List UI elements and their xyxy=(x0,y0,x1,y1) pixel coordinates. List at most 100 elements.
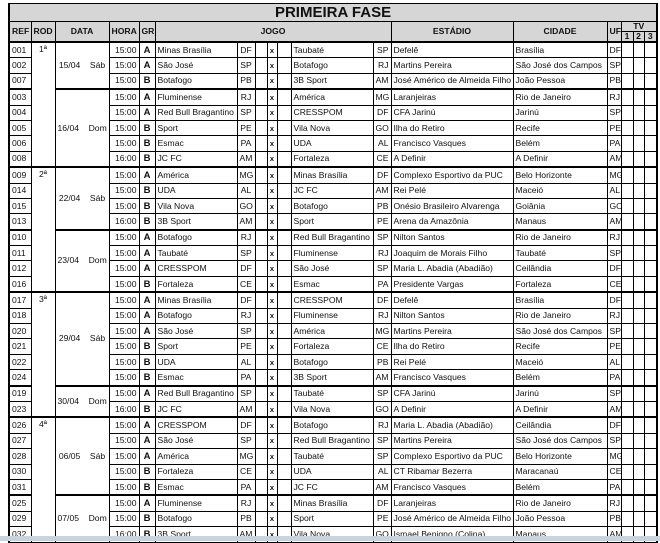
away-score-cell xyxy=(276,135,292,152)
tv3-cell xyxy=(643,400,659,418)
tv1-cell xyxy=(620,119,634,137)
away-uf-cell: AM xyxy=(372,478,392,496)
away-uf-cell: PB xyxy=(372,197,392,215)
tv3-cell xyxy=(643,228,659,247)
group-cell: B xyxy=(138,510,156,528)
home-score-cell xyxy=(254,213,268,231)
tv2-cell xyxy=(632,275,645,293)
stadium-cell: Rei Pelé xyxy=(390,182,514,199)
game-row: 009 2ª 22/04 Sáb 15:00 A América MG x Minas Bras… xyxy=(8,166,659,293)
away-uf-cell: GO xyxy=(372,119,392,137)
tv2-cell xyxy=(632,494,645,512)
away-score-cell xyxy=(276,88,292,106)
time-cell: 15:00 xyxy=(108,228,140,247)
city-cell: João Pessoa xyxy=(512,510,608,528)
away-team-cell: Vila Nova xyxy=(290,400,374,418)
away-uf-cell: SP xyxy=(372,260,392,277)
tv1-cell xyxy=(620,323,634,340)
round-cell: 3ª xyxy=(30,291,56,418)
window-bottom-edge xyxy=(0,536,660,541)
home-score-cell xyxy=(254,182,268,199)
away-score-cell xyxy=(276,494,292,512)
tv2-cell xyxy=(632,510,645,528)
versus-cell: x xyxy=(266,197,278,215)
uf-cell: RJ xyxy=(606,307,622,325)
home-team-cell: Botafogo xyxy=(154,72,238,90)
header-jogo: JOGO xyxy=(154,21,392,43)
date-cell: 06/05 Sáb xyxy=(54,416,110,496)
away-team-cell: JC FC xyxy=(290,182,374,199)
away-team-cell: JC FC xyxy=(290,478,374,496)
away-team-cell: Taubaté xyxy=(290,41,374,59)
home-score-cell xyxy=(254,72,268,90)
home-team-cell: Botafogo xyxy=(154,510,238,528)
game-row: 019 30/04 Dom 15:00 A Red Bull Bragantino SP x… xyxy=(8,384,659,418)
uf-cell: CE xyxy=(606,463,622,480)
uf-cell: AL xyxy=(606,353,622,371)
home-uf-cell: SP xyxy=(236,104,256,121)
away-uf-cell: GO xyxy=(372,400,392,418)
time-cell: 15:00 xyxy=(108,353,140,371)
uf-cell: AM xyxy=(606,213,622,231)
ref-cell: 002 xyxy=(8,57,32,74)
header-ref: REF xyxy=(8,21,32,43)
home-team-cell: Esmac xyxy=(154,135,238,152)
tv3-cell xyxy=(643,323,659,340)
home-team-cell: Sport xyxy=(154,338,238,355)
versus-cell: x xyxy=(266,478,278,496)
home-team-cell: JC FC xyxy=(154,150,238,168)
game-row: 018 15:00 A Botafogo RJ x Fluminense RJ Nilton S… xyxy=(8,307,659,325)
tv3-cell xyxy=(643,41,659,59)
header-rod: ROD xyxy=(30,21,56,43)
uf-cell: GO xyxy=(606,197,622,215)
uf-cell: AM xyxy=(606,400,622,418)
home-score-cell xyxy=(254,510,268,528)
time-cell: 15:00 xyxy=(108,41,140,59)
home-score-cell xyxy=(254,150,268,168)
ref-cell: 009 xyxy=(8,166,32,184)
stadium-cell: Laranjeiras xyxy=(390,88,514,106)
tv3-cell xyxy=(643,57,659,74)
time-cell: 15:00 xyxy=(108,369,140,387)
home-score-cell xyxy=(254,416,268,434)
home-score-cell xyxy=(254,338,268,355)
versus-cell: x xyxy=(266,166,278,184)
tv2-cell xyxy=(632,166,645,184)
home-uf-cell: AM xyxy=(236,213,256,231)
time-cell: 15:00 xyxy=(108,119,140,137)
tv1-cell xyxy=(620,166,634,184)
away-team-cell: 3B Sport xyxy=(290,72,374,90)
group-cell: B xyxy=(138,119,156,137)
group-cell: A xyxy=(138,57,156,74)
uf-cell: SP xyxy=(606,104,622,121)
uf-cell: SP xyxy=(606,384,622,402)
game-row: 004 15:00 A Red Bull Bragantino SP x CRESSPOM D… xyxy=(8,104,659,121)
home-uf-cell: SP xyxy=(236,323,256,340)
header-uf: UF xyxy=(606,21,622,43)
home-score-cell xyxy=(254,104,268,121)
round-cell: 2ª xyxy=(30,166,56,293)
away-uf-cell: DF xyxy=(372,291,392,309)
away-uf-cell: DF xyxy=(372,104,392,121)
tv3-cell xyxy=(643,275,659,293)
city-cell: Ceilândia xyxy=(512,416,608,434)
away-team-cell: UDA xyxy=(290,463,374,480)
date-cell: 16/04 Dom xyxy=(54,88,110,168)
stadium-cell: Defelê xyxy=(390,291,514,309)
game-row: 028 15:00 A América MG x Taubaté SP Complexo Esp… xyxy=(8,448,659,465)
home-team-cell: Sport xyxy=(154,119,238,137)
group-cell: A xyxy=(138,41,156,59)
game-row: 030 15:00 B Fortaleza CE x UDA AL CT Ribamar Bez… xyxy=(8,463,659,480)
away-score-cell xyxy=(276,41,292,59)
versus-cell: x xyxy=(266,213,278,231)
tv2-cell xyxy=(632,150,645,168)
ref-cell: 019 xyxy=(8,384,32,402)
stadium-cell: CFA Jarinú xyxy=(390,384,514,402)
uf-cell: PE xyxy=(606,338,622,355)
city-cell: Belo Horizonte xyxy=(512,166,608,184)
away-score-cell xyxy=(276,245,292,262)
home-uf-cell: PA xyxy=(236,478,256,496)
home-team-cell: Fortaleza xyxy=(154,275,238,293)
uf-cell: CE xyxy=(606,275,622,293)
versus-cell: x xyxy=(266,338,278,355)
